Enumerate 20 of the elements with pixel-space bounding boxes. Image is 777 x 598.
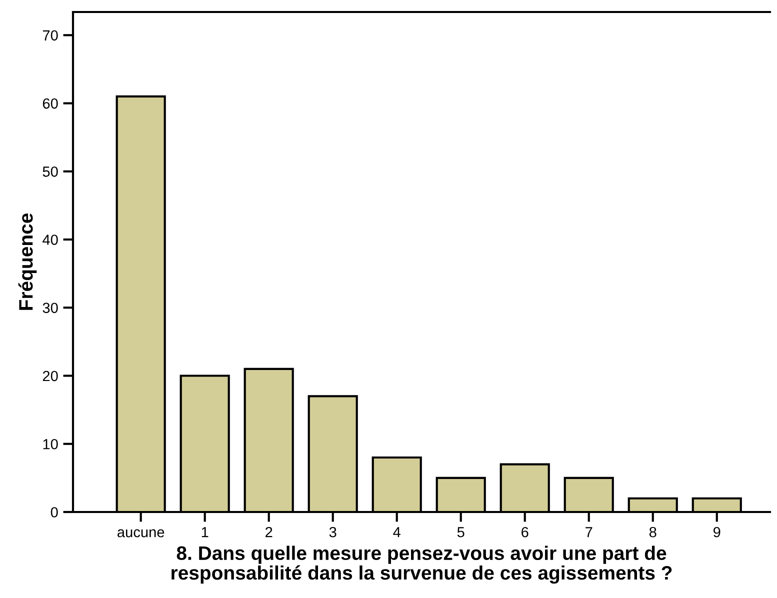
y-tick-label: 70 [42, 30, 58, 41]
x-tick-label: aucune [118, 529, 164, 538]
y-tick-label: 0 [50, 507, 58, 518]
x-tick-label: 2 [266, 526, 272, 538]
x-tick-label: 1 [202, 527, 208, 538]
x-tick-label: 3 [329, 526, 336, 538]
x-tick-label: 4 [393, 527, 400, 538]
y-tick-label: 60 [42, 98, 58, 109]
y-tick-label: 50 [42, 166, 58, 177]
x-axis-title: 8. Dans quelle mesure pensez-vous avoir une part de responsabilité dans la survenue de ces agissements ? [172, 546, 672, 584]
x-tick-label: 5 [457, 527, 464, 538]
y-tick-label: 20 [42, 370, 58, 382]
x-tick-label: 8 [649, 526, 656, 538]
x-tick-label: 7 [586, 527, 592, 538]
x-tick-label: 9 [714, 526, 720, 538]
y-tick-label: 10 [43, 438, 58, 450]
y-tick-label: 30 [42, 302, 58, 314]
x-tick-label: 6 [522, 526, 528, 538]
y-axis-title: Fréquence [18, 213, 37, 310]
y-tick-label: 40 [42, 234, 58, 245]
